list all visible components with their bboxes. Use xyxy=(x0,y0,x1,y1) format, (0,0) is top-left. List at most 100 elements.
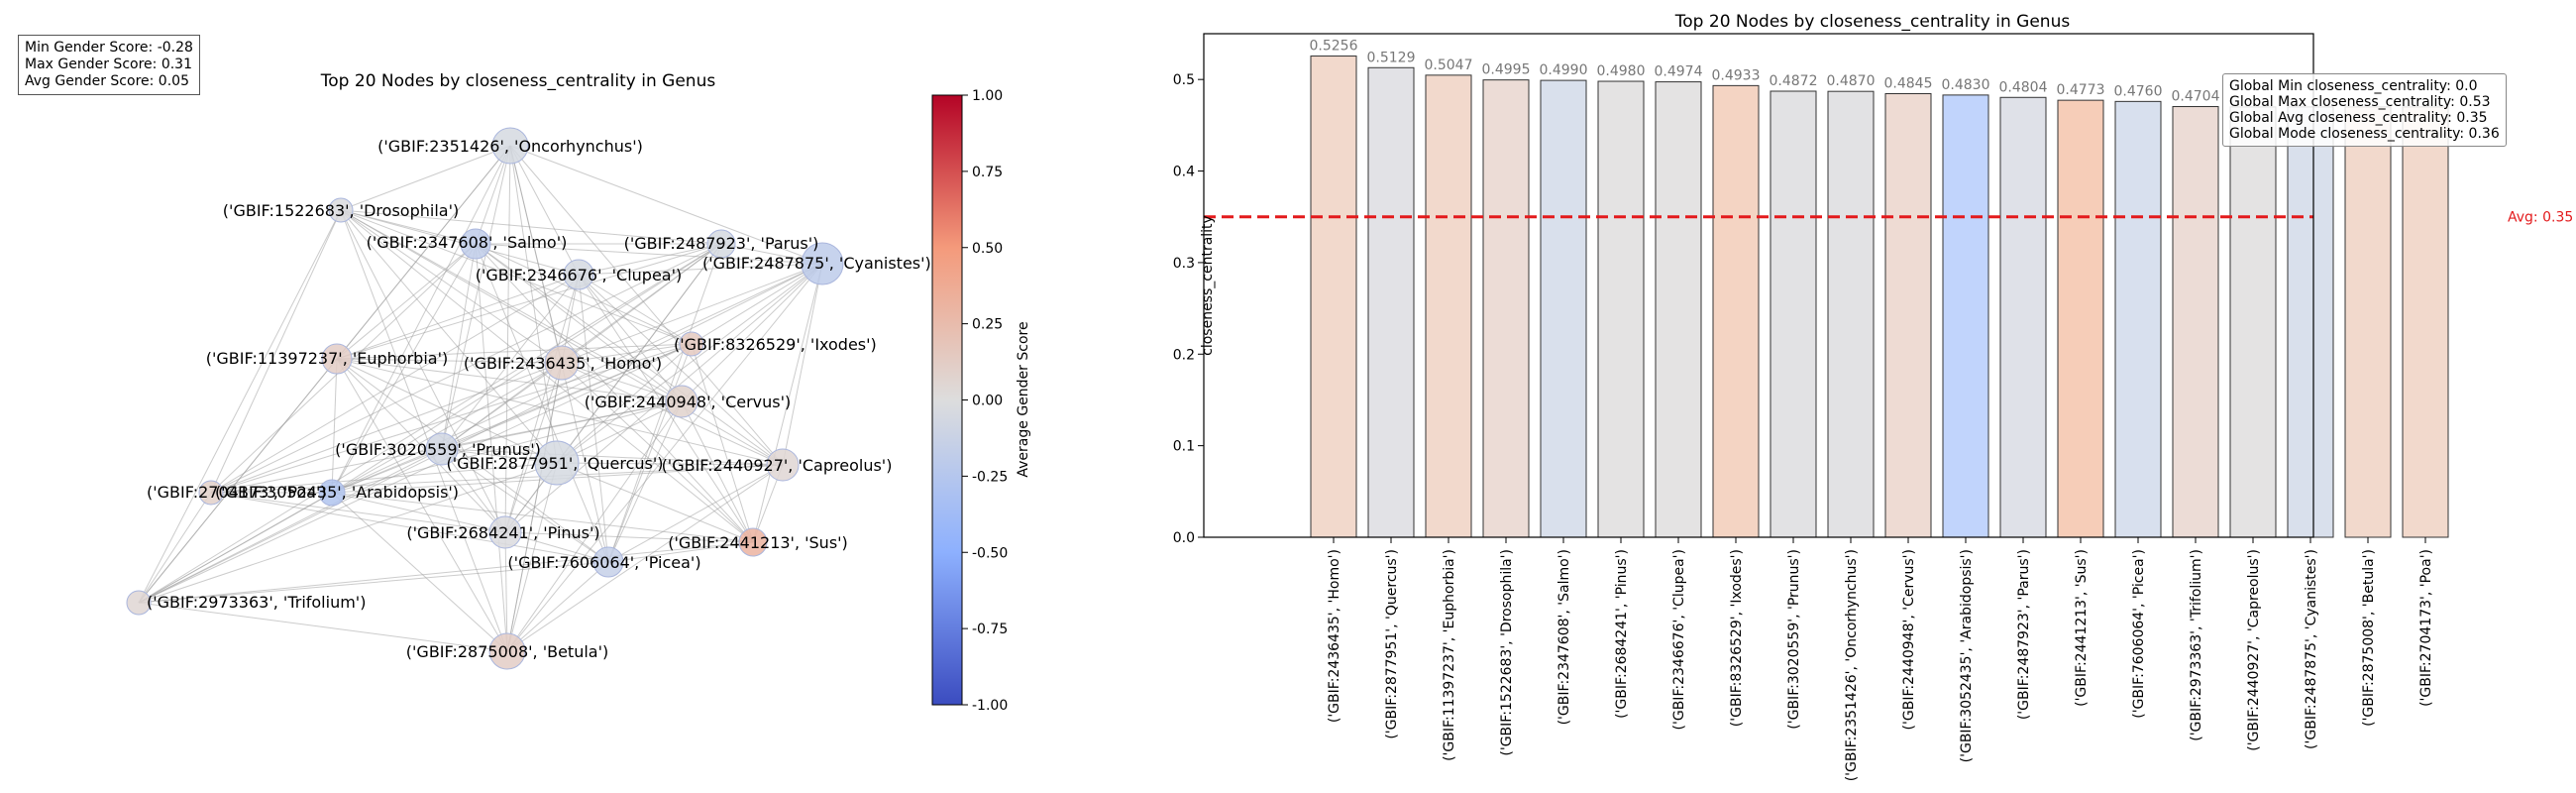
network-edge xyxy=(506,561,609,652)
network-node-label: ('GBIF:2684241', 'Pinus') xyxy=(406,523,599,542)
x-tick-label: ('GBIF:2973363', 'Trifolium') xyxy=(2189,549,2204,741)
bars xyxy=(1310,56,2449,538)
network-edge xyxy=(681,400,754,543)
network-edge xyxy=(138,209,342,604)
x-tick-label: ('GBIF:3020559', 'Prunus') xyxy=(1786,549,1802,730)
network-edge xyxy=(336,274,580,360)
bar-value-label: 0.4933 xyxy=(1712,67,1761,83)
network-node xyxy=(665,385,698,418)
network-edge xyxy=(340,209,784,466)
max-gender-score: Max Gender Score: 0.31 xyxy=(25,57,192,72)
colorbar xyxy=(931,94,963,706)
network-node xyxy=(563,259,594,290)
network-edge xyxy=(340,209,722,245)
bar-value-label: 0.4872 xyxy=(1770,73,1818,89)
colorbar-tick-label: 0.00 xyxy=(972,394,1003,409)
bar xyxy=(2057,99,2104,538)
colorbar-tick-label: 1.00 xyxy=(972,88,1003,104)
network-edge xyxy=(138,448,443,604)
network-edge xyxy=(340,209,558,464)
network-edge xyxy=(210,462,558,494)
network-node xyxy=(198,480,224,506)
network-edge xyxy=(504,145,511,533)
network-node-label: ('GBIF:8326529', 'Ixodes') xyxy=(674,335,877,354)
avg-gender-score: Avg Gender Score: 0.05 xyxy=(25,73,189,89)
bar xyxy=(1827,90,1875,538)
colorbar-tick-label: 0.50 xyxy=(972,241,1003,257)
network-edge xyxy=(210,209,342,494)
x-tick-label: ('GBIF:2346676', 'Clupea') xyxy=(1671,549,1687,730)
x-tick-label: ('GBIF:2487923', 'Parus') xyxy=(2016,549,2032,720)
network-node xyxy=(766,448,800,482)
network-edge xyxy=(340,145,511,211)
network-edge xyxy=(504,531,609,563)
network-edge xyxy=(210,274,580,494)
network-node-label: ('GBIF:1522683', 'Drosophila') xyxy=(223,201,459,220)
network-edge xyxy=(138,561,609,604)
bar xyxy=(1884,92,1932,538)
network-node-label: ('GBIF:2875008', 'Betula') xyxy=(406,642,608,661)
network-node-label: ('GBIF:2346676', 'Clupea') xyxy=(476,266,683,284)
network-edge xyxy=(441,362,563,450)
network-node xyxy=(126,590,152,616)
network-edge xyxy=(556,400,683,464)
network-edge xyxy=(506,263,823,652)
x-tick-label: ('GBIF:2440948', 'Cervus') xyxy=(1901,549,1917,730)
network-edge xyxy=(336,358,558,464)
global-stats-box: Global Min closeness_centrality: 0.0 Glo… xyxy=(2222,73,2507,147)
network-edges xyxy=(138,145,823,652)
network-edge xyxy=(336,358,609,563)
network-edge xyxy=(506,362,563,652)
min-gender-score: Min Gender Score: -0.28 xyxy=(25,40,193,56)
y-tick-label: 0.0 xyxy=(1173,530,1195,546)
colorbar-tick-label: -0.75 xyxy=(972,622,1008,637)
x-tick-label: ('GBIF:2351426', 'Oncorhynchus') xyxy=(1844,549,1860,781)
network-node xyxy=(592,546,624,578)
bar xyxy=(1482,79,1530,538)
network-edge xyxy=(504,531,508,652)
network-edge xyxy=(138,541,754,604)
network-edge xyxy=(340,209,508,652)
x-tick-label: ('GBIF:2441213', 'Sus') xyxy=(2074,549,2090,707)
bar-value-label: 0.4870 xyxy=(1827,73,1876,89)
network-node xyxy=(488,515,522,549)
x-tick-label: ('GBIF:2875008', 'Betula') xyxy=(2361,549,2377,727)
network-edge xyxy=(340,209,693,345)
network-edge xyxy=(561,263,823,364)
network-edge xyxy=(336,358,508,652)
bar-value-labels: 0.5256 0.5129 0.5047 0.4995 0.4990 0.4980 0.49… xyxy=(1310,39,2220,105)
bar xyxy=(2114,100,2162,538)
colorbar-tick-label: -0.25 xyxy=(972,469,1008,485)
bar-value-label: 0.4995 xyxy=(1482,62,1531,78)
network-edge xyxy=(340,209,580,276)
bar xyxy=(1942,94,1989,538)
network-node xyxy=(488,632,526,670)
network-edge xyxy=(561,362,683,402)
bar xyxy=(1310,56,1357,538)
network-edge xyxy=(504,263,823,533)
network-edge xyxy=(340,209,683,402)
network-edge xyxy=(340,209,506,533)
global-avg: Global Avg closeness_centrality: 0.35 xyxy=(2229,110,2488,126)
network-edge xyxy=(331,263,823,494)
network-edge xyxy=(556,462,784,466)
network-node xyxy=(460,228,491,260)
network-edge xyxy=(331,492,506,533)
network-edge xyxy=(441,145,511,450)
network-edge xyxy=(578,263,823,276)
network-edge xyxy=(336,243,477,360)
y-tick-label: 0.4 xyxy=(1173,165,1195,180)
network-edge xyxy=(556,462,754,543)
network-edge xyxy=(210,362,563,494)
network-node-label: ('GBIF:2436435', 'Homo') xyxy=(464,354,662,373)
average-line-label: Avg: 0.35 xyxy=(2508,210,2573,226)
network-node-label: ('GBIF:2347608', 'Salmo') xyxy=(367,233,568,252)
network-edge xyxy=(475,243,508,652)
network-node xyxy=(801,242,844,285)
global-max: Global Max closeness_centrality: 0.53 xyxy=(2229,94,2491,110)
network-node-label: ('GBIF:2440927', 'Capreolus') xyxy=(662,456,893,475)
bar-value-label: 0.4760 xyxy=(2114,83,2163,99)
network-edge xyxy=(210,492,609,563)
bar-plot-frame xyxy=(1203,33,2314,538)
